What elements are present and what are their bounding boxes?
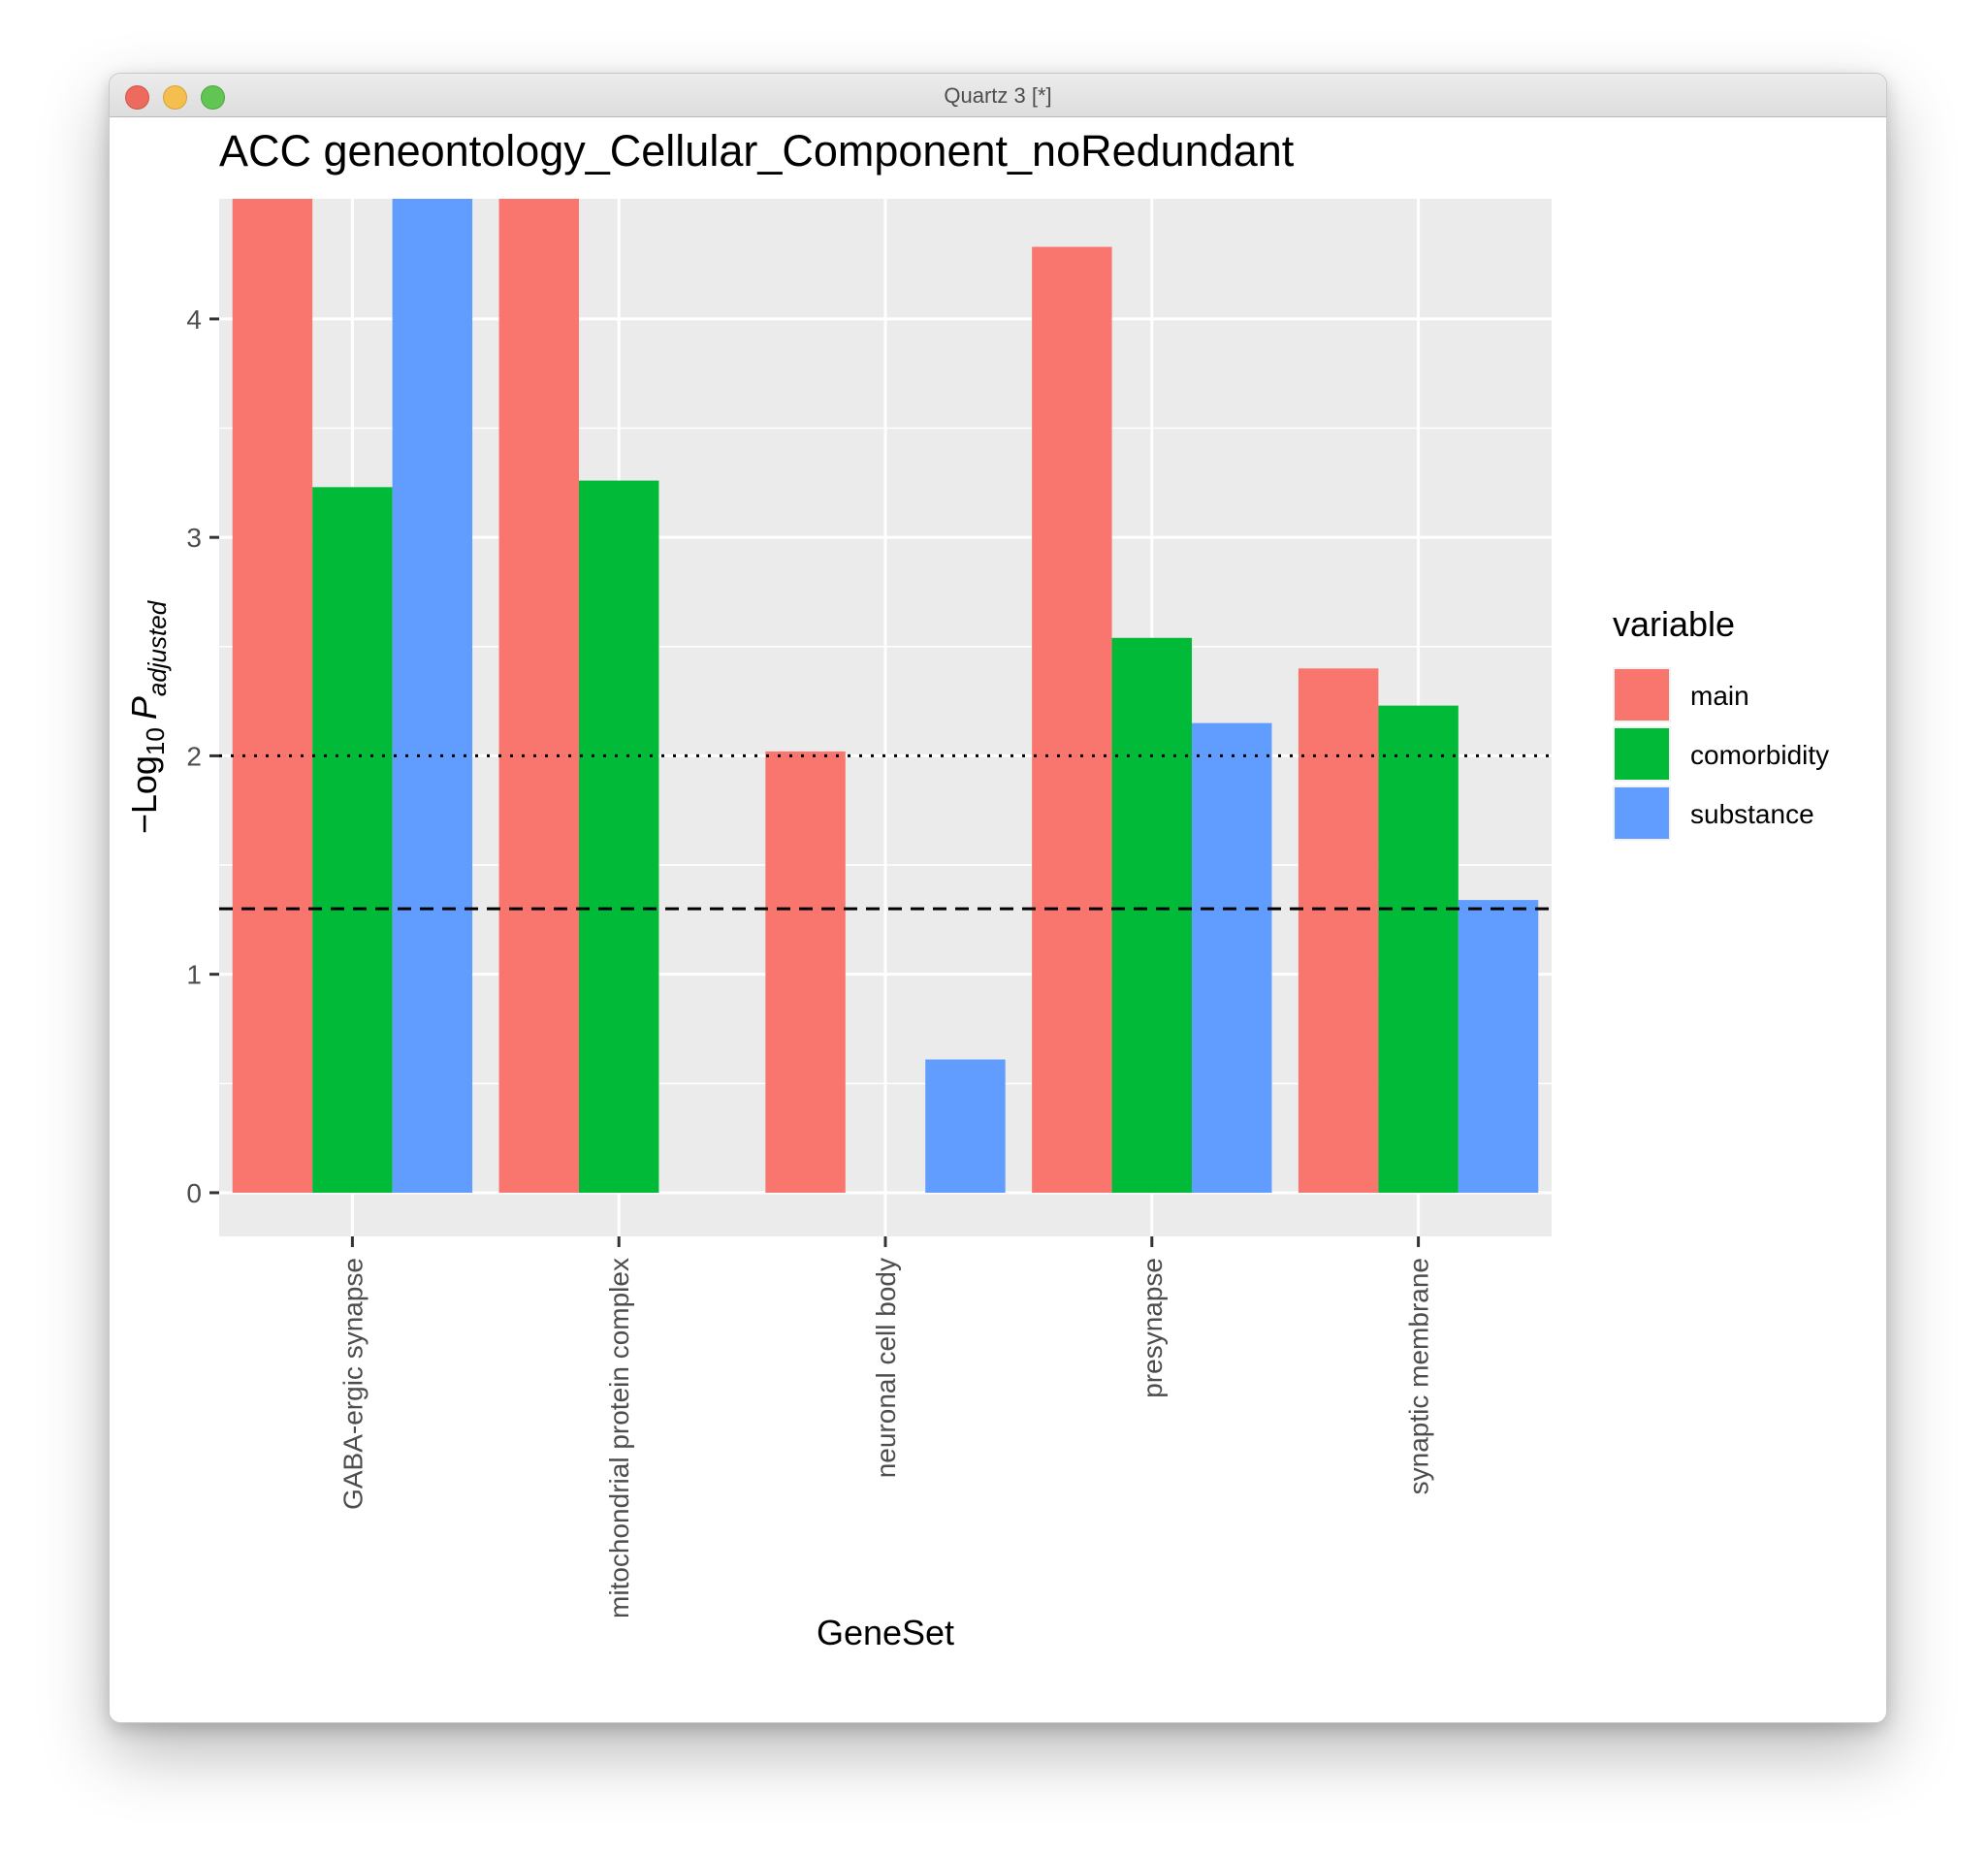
plot-window: Quartz 3 [*] ACC geneontology_Cellular_C… bbox=[109, 73, 1887, 1723]
bar-main bbox=[765, 751, 846, 1193]
legend-key-main bbox=[1615, 669, 1669, 721]
y-title-part: −Log bbox=[124, 755, 164, 834]
y-axis-title-group: −Log10 Padjusted bbox=[124, 599, 172, 834]
bar-comorbidity bbox=[1111, 637, 1193, 1193]
title-bar: Quartz 3 [*] bbox=[110, 74, 1886, 117]
y-tick-label: 0 bbox=[186, 1178, 202, 1208]
legend-label: comorbidity bbox=[1690, 740, 1829, 770]
y-title-subscript-adjusted: adjusted bbox=[143, 599, 172, 696]
bar-substance bbox=[1192, 722, 1272, 1193]
plot-panel: 0 1 2 3 4 GABA-ergic synapse mitochondrial pro… bbox=[186, 199, 1552, 1618]
bar-chart: ACC geneontology_Cellular_Component_noRe… bbox=[124, 126, 1829, 1652]
x-tick-label: neuronal cell body bbox=[871, 1258, 901, 1478]
bar-substance bbox=[392, 199, 473, 1193]
bar-main bbox=[1298, 668, 1379, 1193]
legend-title: variable bbox=[1613, 604, 1735, 644]
chart-title: ACC geneontology_Cellular_Component_noRe… bbox=[219, 126, 1295, 176]
y-tick-label: 2 bbox=[186, 741, 202, 771]
bar-comorbidity bbox=[312, 487, 393, 1193]
x-tick-label: synaptic membrane bbox=[1404, 1258, 1434, 1494]
legend-key-substance bbox=[1615, 787, 1669, 839]
legend-key-comorbidity bbox=[1615, 728, 1669, 780]
window-title: Quartz 3 [*] bbox=[944, 83, 1052, 108]
y-title-subscript: 10 bbox=[141, 727, 170, 755]
bar-substance bbox=[1458, 900, 1539, 1193]
y-axis-title: −Log10 Padjusted bbox=[124, 599, 172, 834]
x-tick-label: mitochondrial protein complex bbox=[604, 1258, 634, 1618]
bar-comorbidity bbox=[1378, 705, 1459, 1193]
y-tick-label: 4 bbox=[186, 304, 202, 335]
y-tick-label: 3 bbox=[186, 523, 202, 553]
bar-main bbox=[232, 199, 313, 1193]
y-title-p: P bbox=[124, 696, 164, 720]
legend-label: main bbox=[1690, 681, 1749, 711]
zoom-button[interactable] bbox=[201, 85, 225, 110]
bar-main bbox=[498, 199, 579, 1193]
legend: variable main comorbidity substance bbox=[1613, 604, 1829, 841]
bar-main bbox=[1032, 246, 1112, 1193]
x-tick-label: GABA-ergic synapse bbox=[337, 1258, 368, 1510]
x-tick-label: presynapse bbox=[1138, 1258, 1168, 1398]
legend-label: substance bbox=[1690, 799, 1814, 829]
close-button[interactable] bbox=[125, 85, 149, 110]
plot-area: ACC geneontology_Cellular_Component_noRe… bbox=[110, 117, 1886, 1722]
x-axis-title-group: GeneSet bbox=[817, 1613, 954, 1652]
minimize-button[interactable] bbox=[163, 85, 187, 110]
bar-comorbidity bbox=[578, 480, 659, 1193]
x-axis-title: GeneSet bbox=[817, 1613, 954, 1652]
bar-substance bbox=[925, 1059, 1006, 1193]
y-tick-label: 1 bbox=[186, 960, 202, 990]
